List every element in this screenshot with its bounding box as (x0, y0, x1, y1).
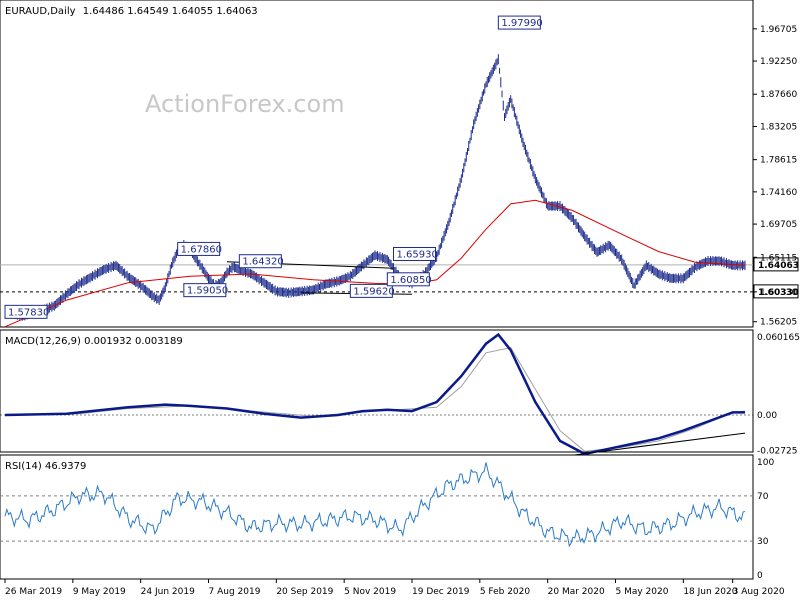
level-label-text: 1.57830 (8, 307, 49, 318)
x-tick-label: 5 Nov 2019 (344, 587, 396, 597)
level-label-text: 1.97990 (501, 18, 542, 29)
sma-line (4, 199, 746, 328)
level-label-box (393, 246, 436, 261)
level-label-box (386, 272, 430, 287)
macd-tick-label: 0.060165 (757, 333, 800, 343)
rsi-tick-label: 30 (757, 537, 769, 547)
level-label: 1.60850 (386, 272, 432, 287)
price-tick-label: 1.74160 (760, 188, 797, 198)
x-tick-label: 9 May 2019 (73, 587, 126, 597)
price-flag-label: 1.64063 (758, 261, 799, 271)
level-label-text: 1.59620 (353, 286, 394, 297)
price-tick-label: 1.69705 (760, 220, 797, 230)
x-tick-label: 20 Sep 2019 (276, 587, 333, 597)
macd-series (0, 332, 753, 456)
rsi-tick-label: 100 (757, 458, 774, 468)
x-tick-label: 19 Dec 2019 (412, 587, 470, 597)
price-tick-label: 1.60330 (760, 288, 797, 298)
level-label-box (238, 254, 282, 269)
level-label-box (183, 283, 227, 298)
price-tick-label: 1.65115 (760, 253, 797, 263)
macd-trendline (572, 432, 746, 456)
x-tick-label: 18 Jun 2020 (683, 587, 737, 597)
rsi-series (0, 462, 753, 548)
x-tick-label: 24 Jun 2019 (141, 587, 195, 597)
price-tick-label: 1.96705 (760, 25, 797, 35)
level-label-text: 1.60850 (390, 275, 431, 286)
reference-lines: 1.64063 1.60330 (0, 257, 799, 299)
rsi-y-axis: 100 70 30 0 (757, 458, 774, 581)
rsi-tick-label: 0 (757, 571, 763, 581)
price-tick-label: 1.56205 (760, 318, 797, 328)
level-label: 1.64320 (238, 254, 284, 269)
price-tick-label: 1.87660 (760, 90, 797, 100)
level-label-text: 1.64320 (242, 257, 283, 268)
macd-title: MACD(12,26,9) 0.001932 0.003189 (5, 336, 183, 347)
rsi-line (4, 462, 746, 548)
price-flag-label: 1.60330 (758, 288, 799, 298)
price-tick-label: 1.92250 (760, 57, 797, 67)
level-label-box (4, 304, 48, 319)
level-label: 1.59620 (349, 283, 395, 298)
level-label-text: 1.67860 (181, 244, 222, 255)
level-labels: 1.57830 1.67860 1.59050 1.64320 1.596201.608… (4, 15, 543, 319)
level-label-box (177, 241, 221, 256)
macd-tick-label: 0.00 (757, 411, 777, 421)
price-tick-label: 1.78615 (760, 156, 797, 166)
x-tick-label: 3 Aug 2020 (733, 587, 785, 597)
macd-line (4, 332, 745, 456)
x-tick-label: 5 Feb 2020 (480, 587, 531, 597)
x-tick-label: 20 Mar 2020 (548, 587, 605, 597)
level-label-box (349, 283, 393, 298)
symbol-label: EURAUD,Daily 1.64486 1.64549 1.64055 1.6… (5, 6, 258, 17)
price-y-axis: 1.96705 1.92250 1.87660 1.83205 1.78615 1.741… (753, 25, 797, 328)
price-tick-label: 1.83205 (760, 122, 797, 132)
level-label: 1.59050 (183, 283, 228, 298)
level-label-box (497, 15, 541, 30)
watermark: ActionForex.com (145, 90, 345, 118)
level-label: 1.57830 (4, 304, 49, 319)
macd-panel (0, 329, 754, 453)
x-tick-label: 26 Mar 2019 (5, 587, 62, 597)
level-label-text: 1.59050 (187, 286, 228, 297)
price-series (4, 54, 746, 328)
x-tick-label: 7 Aug 2019 (209, 587, 261, 597)
rsi-title: RSI(14) 46.9379 (5, 461, 86, 472)
level-label: 1.97990 (497, 15, 543, 30)
macd-y-axis: 0.060165 0.00 -0.02725 (757, 333, 800, 456)
x-tick-label: 5 May 2020 (616, 587, 669, 597)
level-label: 1.67860 (177, 241, 222, 256)
x-axis: 26 Mar 2019 9 May 2019 24 Jun 2019 7 Aug 20… (4, 579, 785, 597)
level-label-text: 1.65930 (397, 249, 438, 260)
rsi-tick-label: 70 (757, 492, 769, 502)
level-label: 1.65930 (393, 246, 438, 261)
rsi-panel (0, 454, 754, 580)
macd-tick-label: -0.02725 (757, 446, 797, 456)
price-flag (753, 257, 799, 272)
